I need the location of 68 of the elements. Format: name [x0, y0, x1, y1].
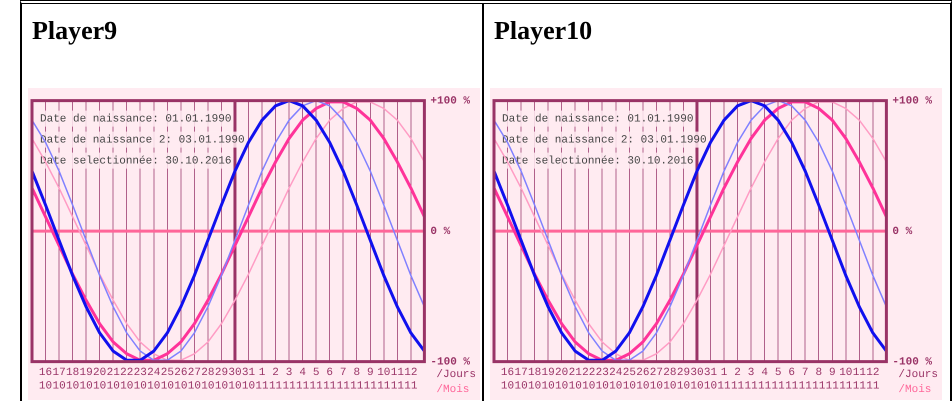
x-tick-label: 28 10 — [201, 367, 214, 392]
x-tick-label: 30 10 — [690, 367, 704, 392]
annotation: Date de naissance: 01.01.1990 — [40, 114, 232, 126]
y-tick-label: -100 % — [430, 356, 470, 368]
x-tick-label: 11 11 — [852, 367, 866, 392]
x-tick-label: 23 10 — [596, 367, 609, 392]
y-tick-label: +100 % — [892, 95, 932, 108]
chart-title: Player10 — [494, 16, 592, 46]
x-tick-label: 10 11 — [377, 367, 391, 392]
x-tick-label: 4 11 — [296, 367, 310, 392]
x-tick-label: 11 11 — [390, 367, 404, 392]
x-tick-label: 10 11 — [839, 367, 853, 392]
y-tick-label: +100 % — [430, 95, 470, 108]
x-tick-label: 17 10 — [52, 367, 66, 392]
x-tick-label: 23 10 — [134, 367, 147, 392]
x-tick-label: 16 10 — [38, 367, 52, 392]
x-tick-label: 7 11 — [336, 367, 350, 392]
x-tick-label: 8 11 — [350, 367, 364, 392]
x-tick-label: 3 11 — [282, 367, 296, 392]
x-tick-label: 25 10 — [160, 367, 174, 392]
x-tick-label: 31 10 — [242, 367, 256, 392]
x-tick-label: 25 10 — [622, 367, 636, 392]
x-tick-label: 28 10 — [663, 367, 676, 392]
x-tick-label: 21 10 — [106, 367, 120, 392]
x-tick-label: 29 10 — [676, 367, 690, 392]
x-tick-label: 21 10 — [568, 367, 582, 392]
x-tick-label: 5 11 — [772, 367, 786, 392]
x-tick-label: 18 10 — [528, 367, 542, 392]
x-tick-label: 20 10 — [93, 367, 106, 392]
x-tick-label: 17 10 — [514, 367, 528, 392]
chart-title: Player9 — [32, 16, 118, 46]
x-axis-title: /Jours /Mois — [898, 369, 938, 396]
x-tick-label: 19 10 — [542, 367, 555, 392]
x-tick-label: 8 11 — [812, 367, 826, 392]
x-tick-label: 20 10 — [555, 367, 568, 392]
x-tick-label: 22 10 — [582, 367, 596, 392]
x-tick-label: 4 11 — [758, 367, 772, 392]
x-tick-label: 2 11 — [730, 367, 745, 392]
x-tick-label: 12 11 — [404, 367, 418, 392]
x-tick-label: 5 11 — [310, 367, 324, 392]
x-tick-label: 1 11 — [717, 367, 732, 392]
x-tick-label: 3 11 — [744, 367, 758, 392]
x-tick-label: 27 10 — [650, 367, 663, 392]
y-tick-label: -100 % — [892, 356, 932, 368]
x-tick-label: 12 11 — [866, 367, 880, 392]
x-tick-label: 24 10 — [147, 367, 161, 392]
x-tick-label: 2 11 — [268, 367, 283, 392]
y-tick-label: 0 % — [430, 226, 451, 238]
x-tick-label: 6 11 — [785, 367, 799, 392]
x-tick-label: 26 10 — [636, 367, 650, 392]
y-tick-label: 0 % — [892, 226, 913, 238]
x-tick-label: 26 10 — [174, 367, 188, 392]
x-tick-label: 18 10 — [66, 367, 80, 392]
x-tick-label: 22 10 — [120, 367, 134, 392]
x-axis-title: /Jours /Mois — [436, 369, 476, 396]
x-tick-label: 30 10 — [228, 367, 242, 392]
x-tick-label: 24 10 — [609, 367, 623, 392]
x-tick-label: 7 11 — [798, 367, 812, 392]
x-tick-label: 31 10 — [704, 367, 718, 392]
x-tick-label: 29 10 — [214, 367, 228, 392]
x-tick-label: 19 10 — [80, 367, 93, 392]
x-tick-label: 9 11 — [364, 367, 378, 392]
x-tick-label: 1 11 — [255, 367, 270, 392]
annotation: Date de naissance: 01.01.1990 — [502, 114, 694, 126]
x-tick-label: 9 11 — [826, 367, 840, 392]
x-tick-label: 6 11 — [323, 367, 337, 392]
x-tick-label: 16 10 — [500, 367, 514, 392]
x-tick-label: 27 10 — [188, 367, 201, 392]
